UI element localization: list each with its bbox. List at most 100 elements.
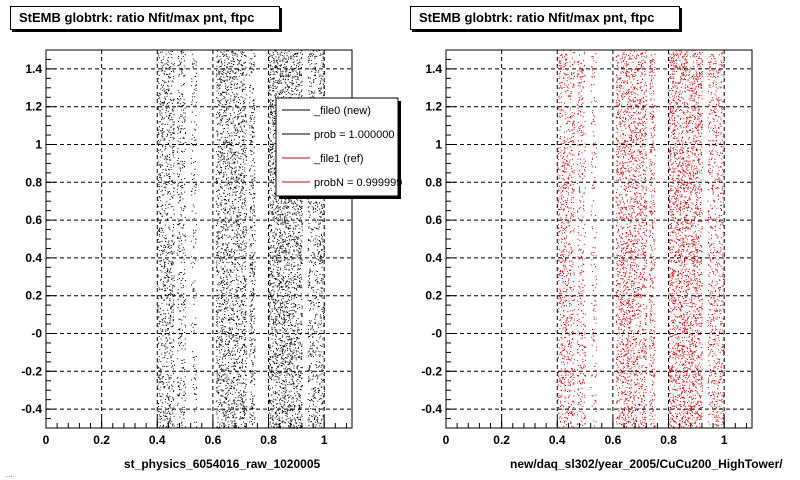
scatter-point bbox=[158, 356, 160, 357]
scatter-point bbox=[229, 213, 231, 215]
scatter-point bbox=[234, 413, 236, 415]
scatter-point bbox=[220, 404, 222, 406]
scatter-point bbox=[170, 51, 172, 52]
scatter-point bbox=[237, 382, 239, 384]
scatter-point bbox=[299, 91, 301, 93]
scatter-point bbox=[274, 356, 276, 357]
scatter-point bbox=[233, 358, 235, 360]
scatter-point bbox=[251, 205, 253, 207]
scatter-point bbox=[268, 293, 270, 295]
scatter-point bbox=[278, 377, 280, 379]
scatter-point bbox=[269, 280, 270, 282]
scatter-point bbox=[193, 364, 195, 366]
scatter-point bbox=[281, 295, 283, 297]
scatter-point bbox=[163, 246, 165, 248]
scatter-point bbox=[284, 201, 286, 203]
scatter-point bbox=[275, 385, 277, 387]
scatter-point bbox=[270, 93, 272, 95]
scatter-point bbox=[221, 389, 223, 391]
scatter-point bbox=[269, 377, 271, 379]
scatter-point bbox=[195, 399, 197, 400]
scatter-point bbox=[221, 364, 223, 366]
scatter-point bbox=[233, 320, 235, 322]
scatter-point bbox=[254, 121, 256, 123]
scatter-point bbox=[168, 260, 170, 262]
scatter-point bbox=[229, 385, 231, 387]
scatter-point bbox=[244, 256, 246, 258]
scatter-point bbox=[277, 206, 279, 208]
scatter-point bbox=[158, 53, 159, 55]
scatter-point bbox=[244, 170, 246, 172]
scatter-point bbox=[252, 88, 254, 90]
scatter-point bbox=[218, 377, 220, 379]
scatter-point bbox=[236, 127, 238, 129]
scatter-point bbox=[222, 293, 224, 295]
scatter-point bbox=[166, 95, 168, 97]
scatter-point bbox=[225, 85, 227, 87]
scatter-point bbox=[251, 415, 253, 417]
scatter-point bbox=[180, 179, 182, 180]
scatter-point bbox=[216, 65, 218, 67]
scatter-point bbox=[169, 145, 171, 147]
scatter-point bbox=[169, 390, 171, 392]
scatter-point bbox=[236, 87, 238, 89]
scatter-point bbox=[239, 396, 241, 398]
scatter-point bbox=[243, 275, 245, 277]
scatter-point bbox=[221, 179, 223, 181]
scatter-point bbox=[233, 381, 235, 383]
scatter-point bbox=[233, 340, 235, 342]
scatter-point bbox=[288, 421, 289, 423]
scatter-point bbox=[240, 257, 242, 259]
scatter-point bbox=[164, 320, 166, 322]
scatter-point bbox=[160, 94, 162, 96]
scatter-point bbox=[230, 114, 232, 116]
scatter-point bbox=[216, 203, 217, 205]
scatter-point bbox=[274, 320, 276, 322]
scatter-point bbox=[274, 251, 276, 253]
scatter-point bbox=[177, 143, 179, 145]
scatter-point bbox=[181, 323, 183, 325]
scatter-point bbox=[184, 120, 186, 122]
scatter-point bbox=[164, 117, 165, 119]
scatter-point bbox=[168, 227, 170, 229]
scatter-point bbox=[165, 170, 167, 171]
scatter-point bbox=[182, 210, 184, 211]
scatter-point bbox=[170, 159, 172, 161]
scatter-point bbox=[228, 361, 229, 363]
scatter-point bbox=[181, 239, 183, 241]
scatter-point bbox=[181, 412, 182, 414]
scatter-point bbox=[234, 112, 235, 114]
scatter-point bbox=[160, 205, 162, 207]
scatter-point bbox=[171, 54, 172, 56]
scatter-point bbox=[223, 193, 225, 195]
scatter-point bbox=[230, 392, 231, 394]
scatter-point bbox=[217, 311, 219, 313]
scatter-point bbox=[226, 381, 228, 382]
scatter-point bbox=[230, 338, 232, 340]
scatter-point bbox=[270, 180, 272, 182]
scatter-point bbox=[218, 189, 220, 191]
scatter-point bbox=[183, 391, 185, 393]
scatter-point bbox=[285, 241, 286, 243]
scatter-point bbox=[251, 327, 253, 329]
scatter-point bbox=[277, 275, 279, 277]
scatter-point bbox=[238, 253, 240, 255]
scatter-point bbox=[169, 289, 171, 291]
scatter-point bbox=[252, 100, 254, 102]
scatter-point bbox=[295, 279, 297, 281]
scatter-point bbox=[238, 110, 240, 112]
scatter-point bbox=[172, 110, 174, 111]
scatter-point bbox=[274, 352, 276, 354]
scatter-point bbox=[226, 66, 228, 68]
scatter-point bbox=[236, 83, 238, 84]
scatter-point bbox=[246, 352, 248, 354]
scatter-point bbox=[167, 117, 169, 119]
scatter-point bbox=[193, 247, 195, 249]
scatter-point bbox=[162, 335, 164, 337]
scatter-point bbox=[249, 413, 251, 415]
scatter-point bbox=[165, 110, 167, 111]
scatter-point bbox=[192, 219, 193, 221]
scatter-point bbox=[157, 134, 159, 135]
scatter-point bbox=[167, 397, 169, 399]
scatter-point bbox=[245, 204, 246, 206]
